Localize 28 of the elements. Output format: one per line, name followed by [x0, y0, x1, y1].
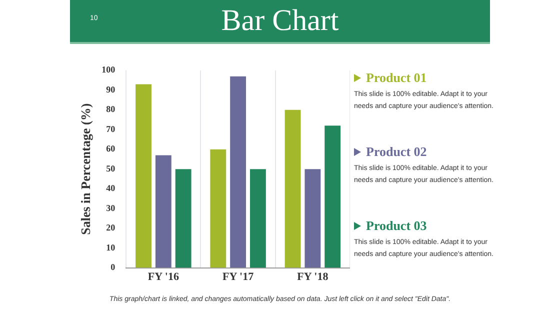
- y-tick-label: 100: [102, 64, 116, 75]
- legend-label: Product 02: [366, 144, 427, 160]
- y-tick-label: 70: [106, 124, 116, 134]
- bar: [230, 76, 246, 268]
- x-tick-label: FY '16: [148, 271, 180, 284]
- y-tick-label: 80: [106, 104, 116, 114]
- bar: [136, 84, 152, 268]
- y-tick-label: 50: [106, 163, 116, 174]
- legend-label: Product 01: [366, 70, 427, 86]
- bar: [210, 149, 226, 268]
- y-tick-label: 10: [106, 242, 116, 252]
- y-axis-title: Sales in Percentage (%): [78, 103, 94, 235]
- bar: [324, 126, 341, 268]
- bar: [155, 155, 172, 268]
- legend-label: Product 03: [366, 218, 427, 234]
- x-tick-label: FY '17: [222, 271, 254, 284]
- x-tick-label: FY '18: [297, 271, 329, 284]
- bar: [175, 169, 192, 268]
- bar: [284, 110, 301, 268]
- y-tick-label: 20: [106, 222, 116, 233]
- y-tick-label: 40: [106, 183, 116, 194]
- y-tick-label: 90: [106, 84, 116, 94]
- bar: [250, 169, 266, 268]
- chart-title: Bar Chart: [221, 4, 339, 37]
- y-tick-label: 0: [110, 262, 116, 272]
- y-tick-label: 30: [106, 202, 116, 213]
- y-tick-label: 60: [106, 144, 116, 154]
- bar: [304, 169, 321, 268]
